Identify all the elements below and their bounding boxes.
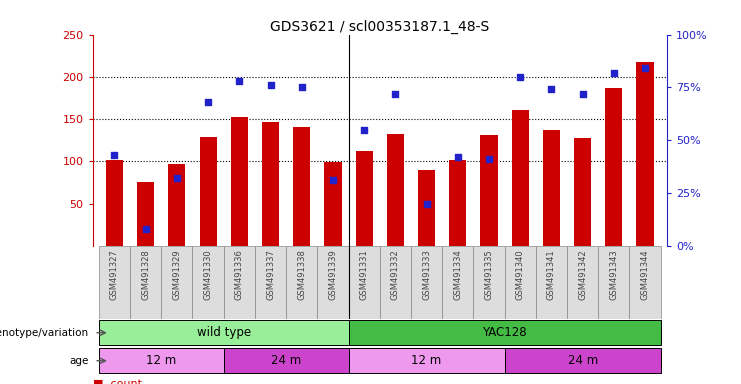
- Point: [390, 91, 402, 97]
- Point: [202, 99, 214, 105]
- Point: [483, 156, 495, 162]
- Title: GDS3621 / scl00353187.1_48-S: GDS3621 / scl00353187.1_48-S: [270, 20, 489, 33]
- Text: GSM491336: GSM491336: [235, 250, 244, 300]
- Bar: [637, 61, 654, 246]
- Text: GSM491335: GSM491335: [485, 250, 494, 300]
- Bar: [379, 246, 411, 319]
- Point: [639, 65, 651, 71]
- Bar: [449, 161, 466, 246]
- Bar: [605, 88, 622, 246]
- Bar: [168, 164, 185, 246]
- Bar: [325, 162, 342, 246]
- Text: GSM491329: GSM491329: [173, 250, 182, 300]
- Bar: [418, 170, 435, 246]
- Bar: [162, 246, 193, 319]
- Bar: [543, 130, 560, 246]
- Bar: [505, 246, 536, 319]
- Bar: [473, 246, 505, 319]
- Text: GSM491330: GSM491330: [204, 250, 213, 300]
- Text: GSM491344: GSM491344: [640, 250, 650, 300]
- Text: GSM491332: GSM491332: [391, 250, 400, 300]
- Bar: [356, 151, 373, 246]
- Bar: [442, 246, 473, 319]
- Point: [140, 226, 152, 232]
- Text: 12 m: 12 m: [146, 354, 176, 367]
- Point: [296, 84, 308, 91]
- Bar: [574, 139, 591, 246]
- Point: [545, 86, 557, 93]
- Bar: [629, 246, 661, 319]
- Bar: [130, 246, 162, 319]
- Text: 24 m: 24 m: [568, 354, 598, 367]
- Text: GSM491340: GSM491340: [516, 250, 525, 300]
- Bar: [598, 246, 629, 319]
- Text: wild type: wild type: [196, 326, 250, 339]
- Text: GSM491333: GSM491333: [422, 250, 431, 300]
- Bar: [99, 348, 224, 373]
- Point: [171, 175, 183, 181]
- Bar: [193, 246, 224, 319]
- Text: 12 m: 12 m: [411, 354, 442, 367]
- Point: [608, 70, 619, 76]
- Text: GSM491328: GSM491328: [142, 250, 150, 300]
- Bar: [536, 246, 567, 319]
- Point: [576, 91, 588, 97]
- Bar: [348, 348, 505, 373]
- Point: [108, 152, 120, 158]
- Text: GSM491342: GSM491342: [578, 250, 587, 300]
- Text: 24 m: 24 m: [271, 354, 302, 367]
- Point: [233, 78, 245, 84]
- Bar: [106, 161, 123, 246]
- Point: [358, 127, 370, 133]
- Text: genotype/variation: genotype/variation: [0, 328, 89, 338]
- Point: [327, 177, 339, 184]
- Point: [421, 200, 433, 207]
- Bar: [411, 246, 442, 319]
- Bar: [137, 182, 154, 246]
- Text: GSM491327: GSM491327: [110, 250, 119, 300]
- Point: [265, 82, 276, 88]
- Text: GSM491334: GSM491334: [453, 250, 462, 300]
- Bar: [317, 246, 348, 319]
- Text: GSM491337: GSM491337: [266, 250, 275, 300]
- Bar: [99, 246, 130, 319]
- Text: GSM491331: GSM491331: [359, 250, 369, 300]
- Bar: [224, 348, 348, 373]
- Text: YAC128: YAC128: [482, 326, 527, 339]
- Bar: [511, 110, 529, 246]
- Bar: [293, 127, 310, 246]
- Bar: [505, 348, 661, 373]
- Bar: [348, 246, 379, 319]
- Point: [514, 74, 526, 80]
- Bar: [567, 246, 598, 319]
- Text: ■  count: ■ count: [93, 379, 142, 384]
- Bar: [224, 246, 255, 319]
- Bar: [262, 122, 279, 246]
- Point: [452, 154, 464, 160]
- Bar: [255, 246, 286, 319]
- Text: age: age: [70, 356, 89, 366]
- Bar: [286, 246, 317, 319]
- Bar: [199, 137, 216, 246]
- Text: GSM491343: GSM491343: [609, 250, 618, 300]
- Bar: [99, 320, 348, 345]
- Text: GSM491338: GSM491338: [297, 250, 306, 300]
- Text: GSM491339: GSM491339: [328, 250, 337, 300]
- Text: GSM491341: GSM491341: [547, 250, 556, 300]
- Bar: [480, 135, 498, 246]
- Bar: [230, 116, 248, 246]
- Bar: [387, 134, 404, 246]
- Bar: [348, 320, 661, 345]
